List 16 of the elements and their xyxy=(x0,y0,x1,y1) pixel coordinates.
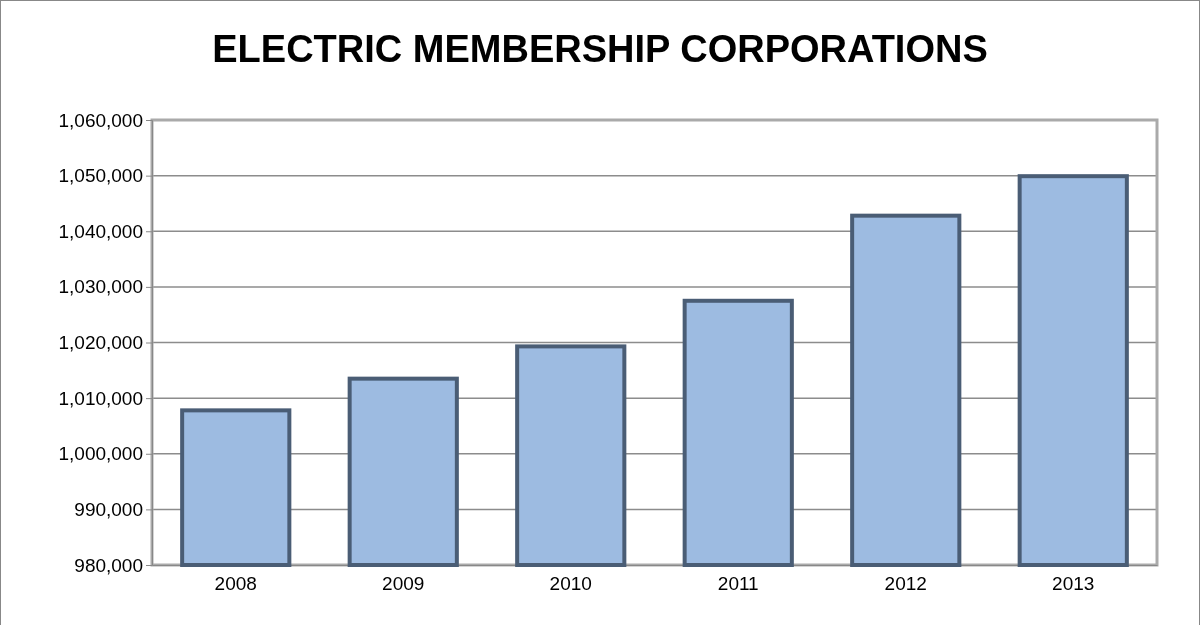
x-tick-label: 2011 xyxy=(717,573,759,595)
y-tick-label: 1,010,000 xyxy=(58,387,143,409)
y-tick-label: 990,000 xyxy=(74,498,143,520)
y-tick-label: 1,060,000 xyxy=(58,109,143,131)
y-tick-label: 980,000 xyxy=(74,554,143,576)
y-tick-label: 1,000,000 xyxy=(58,443,143,465)
y-tick-label: 1,030,000 xyxy=(58,276,143,298)
x-tick-label: 2013 xyxy=(1052,573,1095,595)
x-tick-label: 2010 xyxy=(549,573,592,595)
y-tick-label: 1,040,000 xyxy=(58,220,143,242)
x-tick-label: 2009 xyxy=(382,573,425,595)
y-tick-label: 1,050,000 xyxy=(58,165,143,187)
x-tick-label: 2008 xyxy=(214,573,257,595)
chart-title: ELECTRIC MEMBERSHIP CORPORATIONS xyxy=(212,28,988,70)
x-tick-label: 2012 xyxy=(884,573,927,595)
y-tick-label: 1,020,000 xyxy=(58,332,143,354)
